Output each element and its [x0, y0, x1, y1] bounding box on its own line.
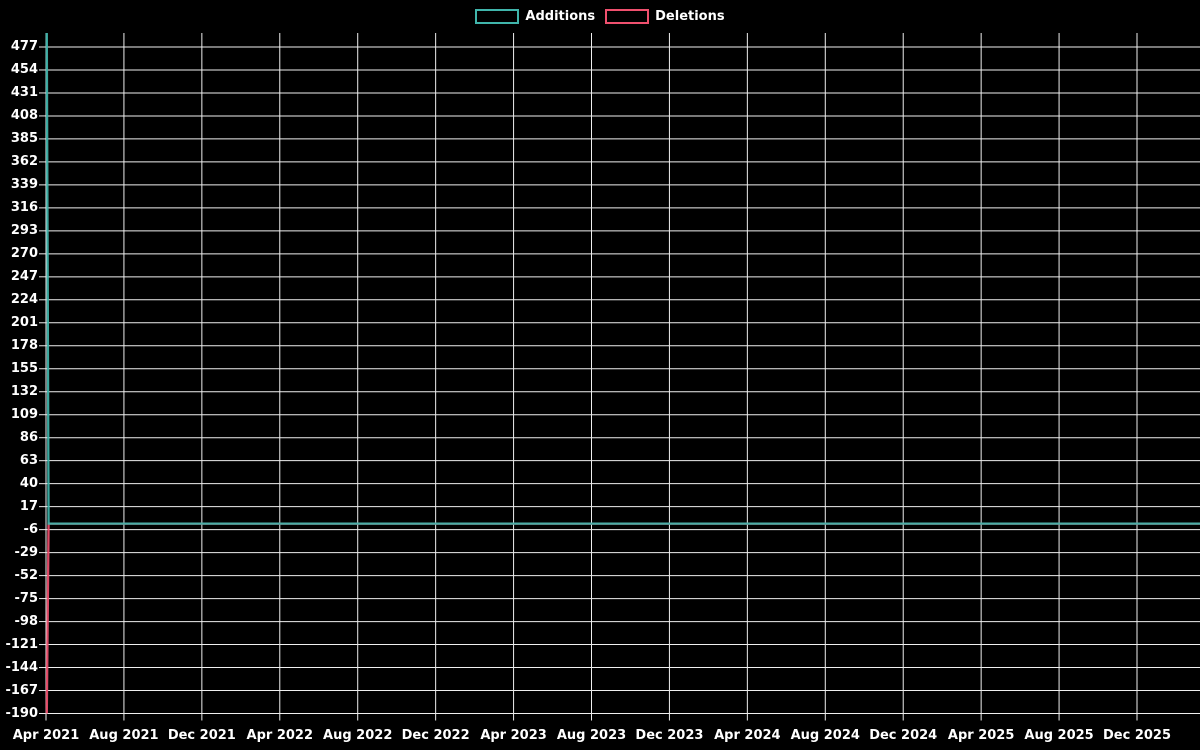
legend-label-additions: Additions — [525, 9, 596, 24]
additions-swatch-icon — [475, 9, 520, 24]
deletions-swatch-icon — [605, 9, 650, 24]
legend: Additions Deletions — [0, 9, 1200, 24]
additions-line — [45, 32, 1200, 525]
legend-item-deletions: Deletions — [605, 9, 725, 24]
legend-item-additions: Additions — [475, 9, 595, 24]
legend-label-deletions: Deletions — [655, 9, 725, 24]
